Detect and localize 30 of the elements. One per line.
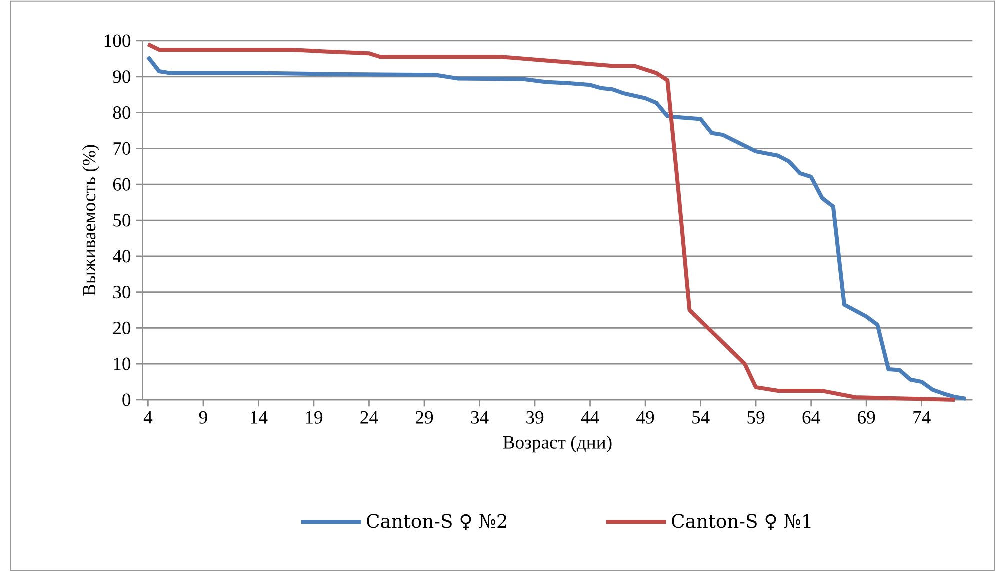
x-tick-label: 64 [802,411,820,424]
x-tick-label: 24 [360,411,378,424]
x-tick-label: 29 [416,411,434,424]
y-tick-label: 0 [122,394,131,406]
x-tick-label: 49 [636,411,654,424]
x-tick-label: 34 [471,411,489,424]
x-tick-label: 19 [306,411,323,424]
y-tick-label: 60 [113,178,131,191]
y-tick-label: 20 [113,322,131,335]
x-tick-label: 39 [526,411,544,424]
legend-label: Canton-S ♀ №2 [367,514,506,530]
y-tick-label: 30 [114,286,131,299]
x-tick-label: 44 [581,411,600,424]
x-axis-title: Возраст (дни) [503,436,612,453]
x-tick-label: 69 [858,411,876,424]
y-tick-label: 10 [114,358,131,370]
y-tick-label: 100 [104,34,131,48]
y-tick-label: 90 [113,70,131,84]
x-tick-label: 74 [914,411,931,424]
x-tick-label: 54 [692,411,710,424]
y-axis-title: Выживаемость (%) [82,145,100,296]
y-tick-label: 70 [114,142,131,156]
x-tick-label: 4 [144,411,153,424]
legend-label: Canton-S ♀ №1 [672,514,811,530]
y-tick-label: 50 [114,214,131,227]
x-tick-label: 14 [251,411,268,424]
x-tick-label: 59 [748,411,765,424]
y-tick-label: 40 [112,250,131,263]
x-tick-label: 9 [199,411,208,424]
y-tick-label: 80 [113,106,131,120]
